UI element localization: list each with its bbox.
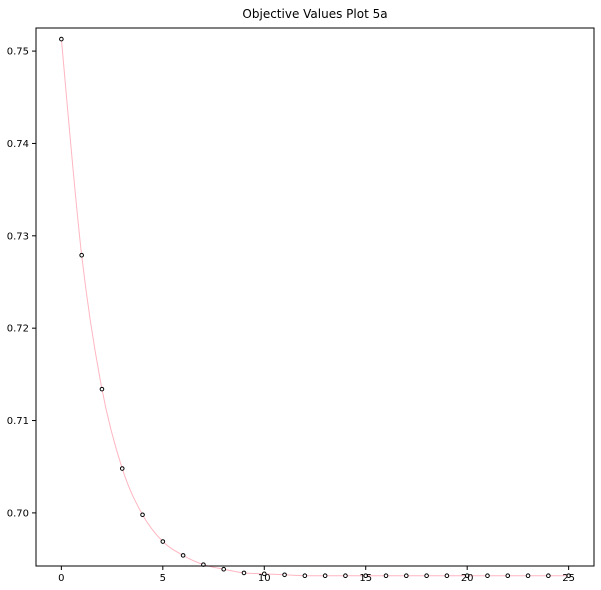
data-point bbox=[363, 573, 369, 578]
data-point bbox=[79, 252, 84, 258]
data-point bbox=[525, 573, 531, 578]
x-tick-label: 25 bbox=[562, 573, 575, 584]
data-point bbox=[282, 572, 287, 578]
data-point bbox=[119, 466, 125, 471]
data-point bbox=[444, 573, 450, 578]
y-axis: 0.70 0.71 0.72 0.73 0.74 0.75 bbox=[7, 47, 36, 519]
x-tick-label: 15 bbox=[359, 573, 372, 584]
y-tick-label: 0.74 bbox=[7, 139, 29, 150]
x-tick-label: 20 bbox=[461, 573, 474, 584]
data-point bbox=[221, 566, 226, 572]
plot-frame bbox=[35, 27, 595, 567]
data-point bbox=[424, 573, 429, 578]
data-point bbox=[343, 573, 348, 578]
x-tick-label: 10 bbox=[258, 573, 271, 584]
data-point bbox=[140, 512, 145, 518]
data-point bbox=[546, 573, 551, 578]
x-tick-label: 0 bbox=[58, 573, 64, 584]
data-point bbox=[59, 36, 64, 42]
plot-area bbox=[59, 36, 571, 578]
y-tick-label: 0.73 bbox=[7, 231, 29, 242]
y-tick-label: 0.72 bbox=[7, 324, 29, 335]
data-point bbox=[261, 571, 267, 577]
data-point bbox=[99, 386, 105, 392]
y-tick-label: 0.75 bbox=[7, 47, 29, 58]
x-tick-label: 5 bbox=[160, 573, 166, 584]
chart-title: Objective Values Plot 5a bbox=[242, 7, 387, 21]
data-point bbox=[322, 573, 328, 578]
data-point bbox=[241, 570, 247, 576]
y-tick-label: 0.70 bbox=[7, 508, 29, 519]
data-point bbox=[383, 573, 389, 578]
data-point bbox=[160, 539, 166, 544]
x-axis: 0 5 10 15 20 25 bbox=[58, 566, 575, 584]
data-point bbox=[404, 573, 409, 578]
y-tick-label: 0.71 bbox=[7, 416, 29, 427]
data-point bbox=[485, 573, 490, 578]
data-point bbox=[505, 573, 511, 578]
data-point bbox=[464, 573, 470, 578]
data-point bbox=[180, 553, 186, 558]
data-point bbox=[302, 573, 308, 578]
data-point bbox=[566, 573, 571, 578]
